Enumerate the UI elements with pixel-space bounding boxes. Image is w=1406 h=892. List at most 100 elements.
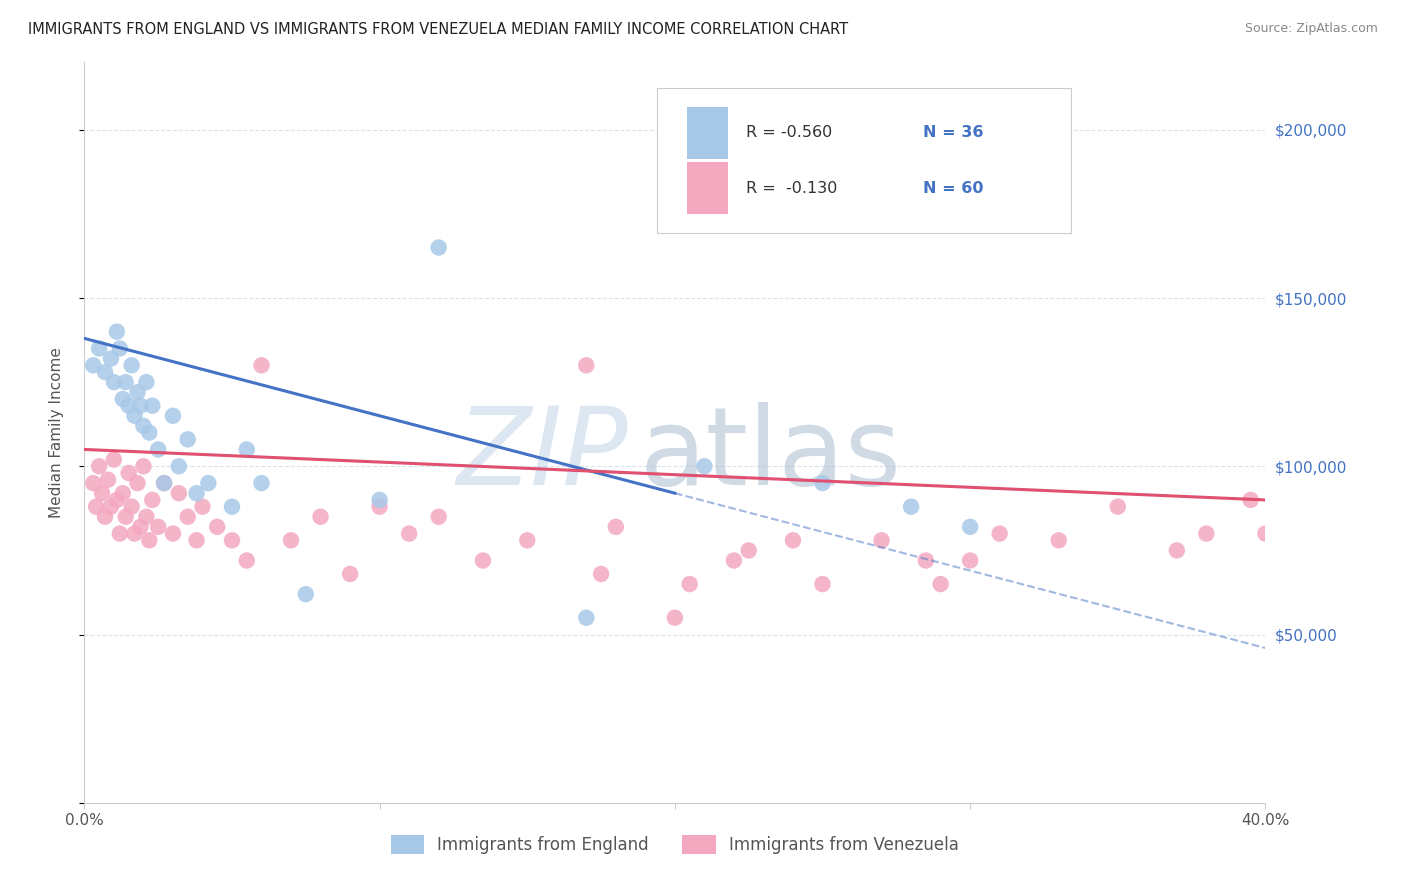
Bar	[686, 162, 728, 214]
Point	[207, 520, 229, 534]
Point	[148, 442, 170, 457]
Point	[309, 509, 332, 524]
Point	[664, 610, 686, 624]
Point	[427, 509, 450, 524]
Point	[197, 476, 219, 491]
Point	[915, 553, 938, 567]
Point	[127, 476, 149, 491]
Point	[472, 553, 495, 567]
Point	[988, 526, 1011, 541]
Point	[723, 553, 745, 567]
Point	[1254, 526, 1277, 541]
Point	[191, 500, 214, 514]
Point	[114, 509, 136, 524]
Point	[929, 577, 952, 591]
Point	[87, 342, 111, 356]
Point	[111, 392, 134, 406]
Point	[162, 526, 184, 541]
Point	[148, 520, 170, 534]
Point	[679, 577, 702, 591]
Point	[811, 577, 834, 591]
Point	[132, 418, 155, 433]
Point	[138, 425, 160, 440]
Point	[84, 500, 107, 514]
Point	[91, 486, 114, 500]
Point	[221, 533, 243, 548]
Point	[236, 442, 259, 457]
Point	[103, 375, 125, 389]
Point	[124, 526, 146, 541]
Point	[575, 610, 598, 624]
Text: R =  -0.130: R = -0.130	[745, 181, 837, 196]
Point	[129, 399, 152, 413]
Point	[141, 399, 163, 413]
Bar	[686, 107, 728, 159]
Point	[135, 509, 157, 524]
Point	[605, 520, 627, 534]
Point	[121, 500, 143, 514]
Point	[94, 509, 117, 524]
Point	[236, 553, 259, 567]
Point	[1047, 533, 1070, 548]
Point	[186, 486, 208, 500]
Point	[177, 433, 200, 447]
Point	[693, 459, 716, 474]
Point	[368, 500, 391, 514]
Text: N = 36: N = 36	[922, 125, 983, 140]
Point	[575, 359, 598, 373]
Point	[516, 533, 538, 548]
Point	[111, 486, 134, 500]
Point	[959, 553, 981, 567]
Point	[870, 533, 893, 548]
Point	[221, 500, 243, 514]
Point	[162, 409, 184, 423]
Point	[900, 500, 922, 514]
Point	[167, 459, 190, 474]
Point	[427, 240, 450, 255]
Point	[82, 359, 104, 373]
Point	[118, 466, 141, 480]
Point	[1195, 526, 1218, 541]
Legend: Immigrants from England, Immigrants from Venezuela: Immigrants from England, Immigrants from…	[384, 829, 966, 861]
Point	[121, 359, 143, 373]
Point	[100, 351, 122, 366]
Point	[250, 359, 273, 373]
Point	[105, 492, 128, 507]
FancyBboxPatch shape	[657, 88, 1070, 233]
Point	[153, 476, 176, 491]
Point	[591, 566, 613, 581]
Point	[129, 520, 152, 534]
Text: IMMIGRANTS FROM ENGLAND VS IMMIGRANTS FROM VENEZUELA MEDIAN FAMILY INCOME CORREL: IMMIGRANTS FROM ENGLAND VS IMMIGRANTS FR…	[28, 22, 848, 37]
Text: ZIP: ZIP	[456, 402, 627, 508]
Point	[103, 452, 125, 467]
Point	[167, 486, 190, 500]
Point	[1107, 500, 1129, 514]
Point	[97, 473, 120, 487]
Point	[295, 587, 318, 601]
Point	[82, 476, 104, 491]
Point	[368, 492, 391, 507]
Point	[132, 459, 155, 474]
Point	[186, 533, 208, 548]
Y-axis label: Median Family Income: Median Family Income	[49, 347, 63, 518]
Point	[100, 500, 122, 514]
Point	[127, 385, 149, 400]
Point	[339, 566, 361, 581]
Point	[124, 409, 146, 423]
Point	[811, 476, 834, 491]
Point	[782, 533, 804, 548]
Point	[108, 342, 131, 356]
Point	[280, 533, 302, 548]
Point	[1240, 492, 1263, 507]
Point	[250, 476, 273, 491]
Point	[141, 492, 163, 507]
Point	[959, 520, 981, 534]
Point	[135, 375, 157, 389]
Point	[105, 325, 128, 339]
Point	[738, 543, 761, 558]
Point	[398, 526, 420, 541]
Point	[1166, 543, 1188, 558]
Point	[118, 399, 141, 413]
Point	[153, 476, 176, 491]
Point	[177, 509, 200, 524]
